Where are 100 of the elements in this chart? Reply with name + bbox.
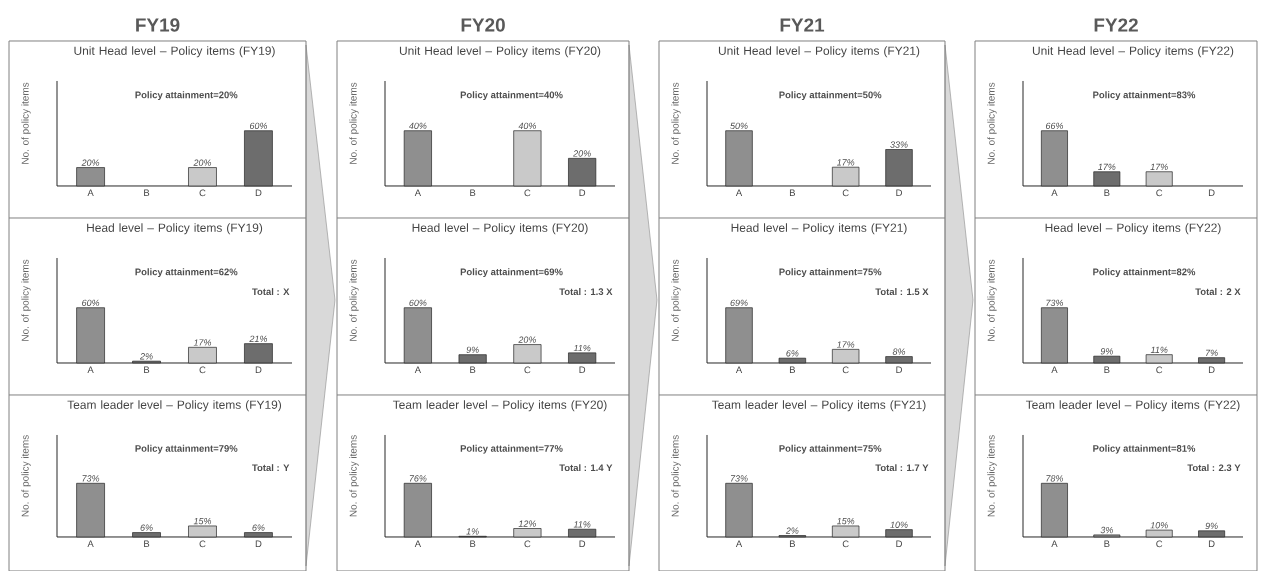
x-tick-label: A bbox=[735, 540, 743, 547]
text: Policy attainment=20% bbox=[135, 91, 238, 100]
data-label: 17% bbox=[1098, 163, 1116, 170]
data-label: 20% bbox=[193, 159, 212, 166]
y-axis-title: No. of policy items bbox=[21, 259, 31, 341]
data-label: 73% bbox=[1046, 299, 1064, 306]
data-label: 60% bbox=[249, 122, 268, 129]
data-label: 73% bbox=[730, 475, 748, 482]
x-tick-label: C bbox=[1156, 189, 1163, 196]
text: Total : 1.3 X bbox=[559, 287, 613, 295]
data-label: 2% bbox=[785, 527, 799, 534]
x-tick-label: D bbox=[255, 366, 262, 373]
text: Total : 1.4 Y bbox=[559, 463, 613, 471]
x-tick-label: D bbox=[579, 540, 586, 547]
text: Policy attainment=62% bbox=[135, 268, 238, 277]
y-axis-title: No. of policy items bbox=[349, 434, 359, 517]
x-tick-label: A bbox=[414, 540, 422, 547]
text: Policy attainment=50% bbox=[779, 91, 882, 100]
chart-title: Team leader level – Policy items (FY22) bbox=[1025, 399, 1240, 412]
x-tick-label: C bbox=[1156, 540, 1163, 547]
data-label: 15% bbox=[193, 517, 212, 525]
data-label: 40% bbox=[518, 122, 536, 129]
x-tick-label: A bbox=[414, 366, 422, 373]
x-tick-label: B bbox=[1104, 366, 1110, 373]
data-label: 33% bbox=[890, 141, 908, 148]
x-tick-label: C bbox=[199, 366, 206, 373]
data-label: 21% bbox=[249, 335, 268, 342]
data-label: 17% bbox=[836, 341, 855, 348]
x-tick-label: A bbox=[1051, 366, 1058, 373]
chart-title: Head level – Policy items (FY22) bbox=[1045, 222, 1221, 235]
x-tick-label: C bbox=[842, 540, 849, 547]
x-tick-label: C bbox=[842, 366, 849, 373]
chart-title: Head level – Policy items (FY19) bbox=[87, 222, 263, 235]
data-label: 10% bbox=[890, 521, 908, 528]
x-tick-label: B bbox=[789, 189, 795, 196]
x-tick-label: C bbox=[842, 189, 849, 196]
y-axis-title: No. of policy items bbox=[349, 259, 359, 341]
data-label: 11% bbox=[573, 344, 591, 351]
x-tick-label: D bbox=[896, 366, 902, 373]
data-label: 3% bbox=[1100, 526, 1113, 533]
text: Total : X bbox=[252, 287, 290, 295]
data-label: 6% bbox=[140, 524, 153, 531]
x-tick-label: A bbox=[735, 189, 743, 196]
chart-title: Team leader level – Policy items (FY20) bbox=[392, 399, 607, 412]
x-tick-label: A bbox=[1051, 540, 1058, 547]
x-tick-label: C bbox=[524, 189, 531, 196]
data-label: 2% bbox=[140, 352, 153, 360]
chart-title: FY19 bbox=[136, 18, 180, 32]
data-label: 20% bbox=[518, 336, 536, 343]
data-label: 20% bbox=[81, 159, 100, 166]
x-tick-label: B bbox=[470, 189, 476, 196]
text: Policy attainment=75% bbox=[779, 268, 882, 277]
data-label: 10% bbox=[1150, 521, 1168, 529]
data-label: 1% bbox=[466, 528, 479, 535]
x-tick-label: C bbox=[524, 366, 531, 373]
data-label: 60% bbox=[82, 299, 100, 306]
x-tick-label: D bbox=[896, 540, 902, 547]
text: Policy attainment=77% bbox=[460, 444, 563, 454]
data-label: 60% bbox=[409, 299, 427, 306]
x-tick-label: D bbox=[1208, 540, 1215, 547]
x-tick-label: D bbox=[255, 540, 262, 547]
data-label: 6% bbox=[252, 524, 265, 531]
x-tick-label: B bbox=[1104, 540, 1110, 547]
data-label: 69% bbox=[730, 299, 748, 306]
data-label: 17% bbox=[836, 158, 855, 166]
data-label: 76% bbox=[409, 475, 427, 482]
data-label: 12% bbox=[518, 520, 536, 527]
data-label: 73% bbox=[82, 475, 100, 482]
x-tick-label: C bbox=[524, 540, 531, 547]
text: Policy attainment=83% bbox=[1093, 91, 1196, 100]
text: Policy attainment=69% bbox=[460, 268, 563, 277]
x-tick-label: A bbox=[87, 540, 94, 547]
x-tick-label: A bbox=[735, 366, 743, 373]
data-label: 78% bbox=[1046, 475, 1064, 482]
chart-subtitle: Unit Head level – Policy items (FY19) bbox=[74, 45, 275, 58]
text: Total : 2 X bbox=[1195, 287, 1241, 295]
y-axis-title: No. of policy items bbox=[671, 259, 681, 341]
y-axis-title: No. of policy items bbox=[987, 82, 997, 164]
x-tick-label: B bbox=[470, 540, 476, 547]
data-label: 17% bbox=[1150, 163, 1168, 170]
x-tick-label: B bbox=[789, 540, 795, 547]
chart-subtitle: Unit Head level – Policy items (FY21) bbox=[718, 45, 920, 58]
text: Policy attainment=40% bbox=[460, 91, 563, 100]
y-axis-title: No. of policy items bbox=[21, 82, 31, 164]
data-label: 15% bbox=[836, 517, 855, 525]
text: Policy attainment=82% bbox=[1093, 268, 1196, 277]
data-label: 11% bbox=[573, 521, 591, 528]
x-tick-label: A bbox=[1051, 189, 1058, 196]
chart-title: Team leader level – Policy items (FY19) bbox=[67, 399, 282, 412]
text: Total : 2.3 Y bbox=[1187, 463, 1241, 471]
x-tick-label: B bbox=[470, 366, 476, 373]
chart-subtitle: Unit Head level – Policy items (FY22) bbox=[1032, 45, 1234, 58]
chart-title: FY22 bbox=[1094, 18, 1138, 32]
chart-title: Team leader level – Policy items (FY21) bbox=[711, 399, 926, 412]
chart-title: Head level – Policy items (FY21) bbox=[731, 222, 907, 235]
x-tick-label: B bbox=[144, 540, 150, 547]
text: Total : Y bbox=[252, 463, 290, 471]
text: Total : 1.5 X bbox=[875, 287, 929, 295]
chart-title: FY21 bbox=[780, 18, 825, 32]
x-tick-label: D bbox=[896, 189, 902, 196]
